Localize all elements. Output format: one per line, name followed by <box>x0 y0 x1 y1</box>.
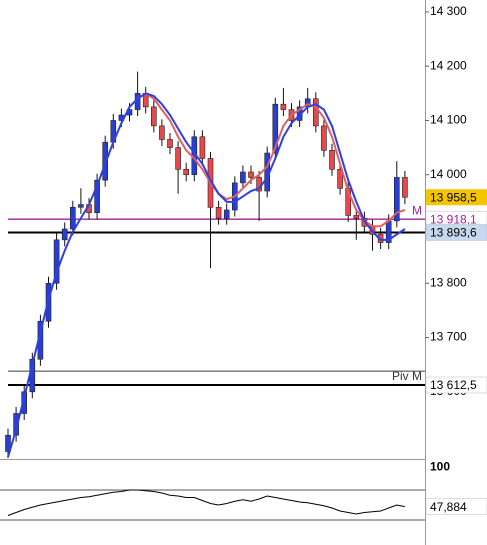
candle-body <box>353 215 360 219</box>
candle-body <box>312 98 319 127</box>
last-price-box <box>426 189 487 206</box>
candle-body <box>70 206 76 230</box>
candle-body <box>5 434 11 452</box>
candle-body <box>175 147 181 170</box>
candle-body <box>94 179 100 214</box>
candle-body <box>78 204 84 208</box>
candle-body <box>183 169 189 176</box>
y-tick-label: 14 200 <box>430 58 467 72</box>
price-label-box <box>425 224 487 241</box>
level-name: M <box>412 203 422 217</box>
moving-average <box>137 92 406 228</box>
candle-body <box>280 103 287 110</box>
candle-body <box>151 106 157 127</box>
price-label: 13 612,5 <box>430 378 477 392</box>
last-price-label: 13 958,5 <box>430 190 477 204</box>
candle-body <box>13 413 19 436</box>
price-label-box <box>425 376 487 394</box>
y-tick-label: 14 300 <box>430 4 467 18</box>
indicator-line <box>7 489 405 516</box>
value-label-box <box>425 498 487 515</box>
moving-average <box>7 92 406 458</box>
candle-body <box>240 171 246 184</box>
candle-body <box>393 177 400 222</box>
candle-body <box>321 125 327 151</box>
value-label: 47,884 <box>430 500 467 514</box>
y-tick-label: 14 000 <box>430 167 467 181</box>
price-label: 13 893,6 <box>430 226 477 240</box>
candle-body <box>53 239 60 284</box>
candle-body <box>199 136 206 159</box>
y-tick-label: 100 <box>430 460 450 474</box>
candle-body <box>329 150 335 170</box>
y-tick-label: 13 700 <box>430 330 467 344</box>
candle-body <box>272 103 279 154</box>
y-tick-label: 14 100 <box>430 113 467 127</box>
candle-body <box>248 171 254 178</box>
candle-body <box>337 169 343 189</box>
price-label: 13 918,1 <box>430 212 477 226</box>
candle-body <box>167 139 173 148</box>
candle-body <box>215 206 222 219</box>
y-tick-label: 13 800 <box>430 275 467 289</box>
candle-body <box>21 391 28 414</box>
level-name: Piv M <box>392 369 422 383</box>
candle-body <box>223 209 230 219</box>
candle-body <box>159 125 165 140</box>
candle-body <box>61 228 68 241</box>
candle-body <box>402 177 408 198</box>
